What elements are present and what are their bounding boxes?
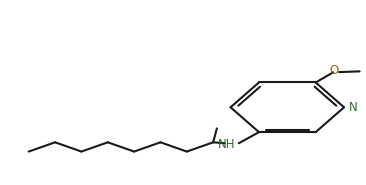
Text: O: O xyxy=(329,64,339,77)
Text: NH: NH xyxy=(218,138,235,151)
Text: N: N xyxy=(349,101,358,114)
